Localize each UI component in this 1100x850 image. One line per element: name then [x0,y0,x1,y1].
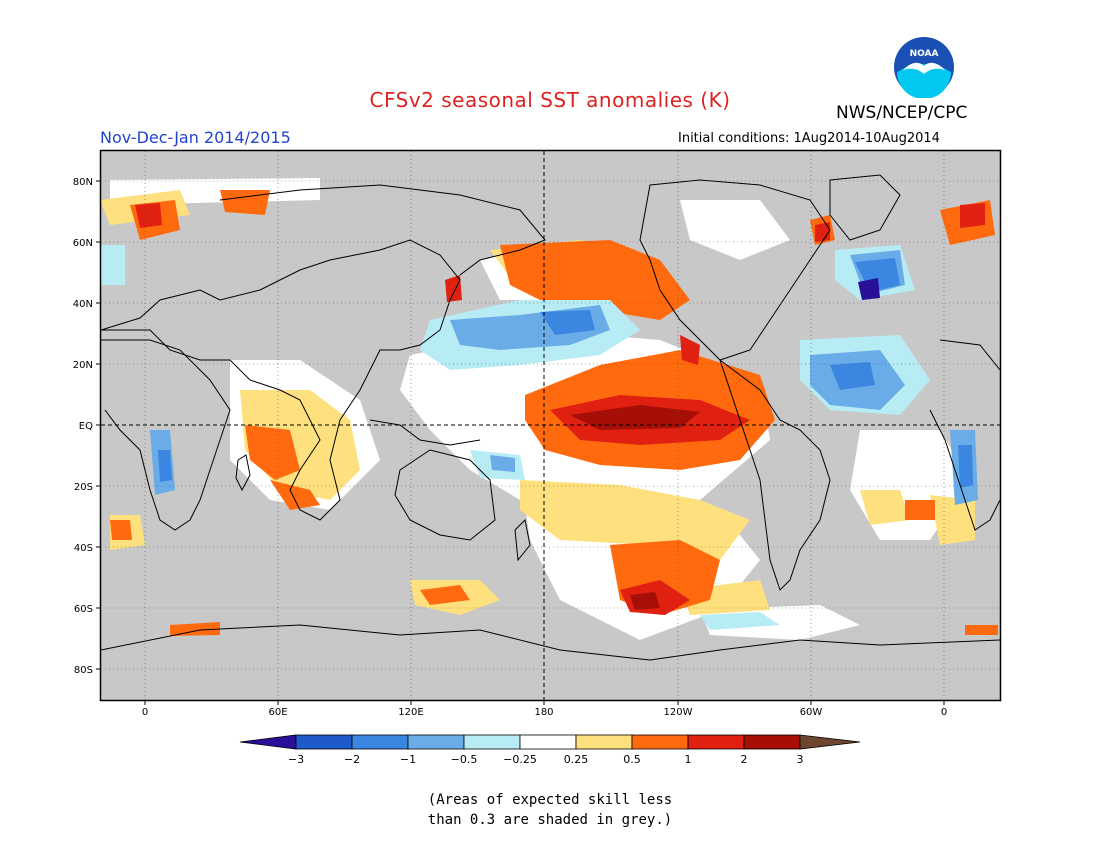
lon-label: 120E [398,707,423,718]
lat-ticks [96,180,101,670]
lat-label: 20N [73,360,93,371]
noaa-logo: NOAA [894,37,954,98]
lon-label: 60E [268,707,287,718]
colorbar-tick-label: 3 [797,753,804,766]
lon-labels: 0 60E 120E 180 120W 60W 0 [142,707,947,718]
lat-labels: 80N 60N 40N 20N EQ 20S 40S 60S 80S [73,177,93,676]
colorbar-tick-label: 1 [685,753,692,766]
forecast-period: Nov-Dec-Jan 2014/2015 [100,128,291,147]
colorbar-bin [631,734,689,750]
lat-label: 60S [74,604,93,615]
colorbar-tick-label: 0.25 [564,753,589,766]
lat-label: 40S [74,543,93,554]
extreme-cold-regions [858,278,880,300]
colorbar-tick-label: 2 [741,753,748,766]
colorbar-min-arrow [239,734,297,750]
colorbar-max-arrow [799,734,861,750]
colorbar-bin [519,734,577,750]
lat-label: 20S [74,482,93,493]
colorbar-bin [407,734,465,750]
colorbar-bin [743,734,801,750]
chart-title: CFSv2 seasonal SST anomalies (K) [369,88,731,112]
lon-label: 120W [664,707,693,718]
colorbar-tick-label: −0.5 [451,753,478,766]
colorbar-tick-label: −3 [288,753,304,766]
extreme-warm-regions [570,405,700,610]
colorbar-tick-label: 0.5 [623,753,641,766]
svg-text:NOAA: NOAA [910,49,939,59]
map-panel [101,151,1000,700]
lon-label: 60W [800,707,823,718]
lon-label: 180 [534,707,553,718]
colorbar-bin [687,734,745,750]
colorbar-bin [575,734,633,750]
lon-ticks [144,700,945,705]
colorbar-tick-label: −1 [400,753,416,766]
reference-lines [101,151,1000,700]
strong-cold-regions [158,258,973,488]
lon-label: 0 [142,707,148,718]
colorbar-bin [351,734,409,750]
initial-conditions: Initial conditions: 1Aug2014-10Aug2014 [678,131,940,146]
colorbar-tick-labels: −3 −2 −1 −0.5 −0.25 0.25 0.5 1 2 3 [288,753,804,766]
colorbar-bin [295,734,353,750]
coastlines [101,174,1000,661]
colorbar-bin [463,734,521,750]
colorbar-tick-label: −0.25 [503,753,537,766]
lon-label: 0 [941,707,947,718]
lat-label: EQ [79,421,93,432]
lat-label: 80N [73,177,93,188]
skill-note-line: (Areas of expected skill less [427,792,673,808]
lat-label: 40N [73,299,93,310]
colorbar-tick-label: −2 [344,753,360,766]
colorbar [239,734,861,750]
skill-note-line: than 0.3 are shaded in grey.) [427,812,673,828]
lat-label: 80S [74,665,93,676]
skill-note: (Areas of expected skill less than 0.3 a… [0,790,1100,830]
lat-label: 60N [73,238,93,249]
agency-name: NWS/NCEP/CPC [836,103,968,123]
